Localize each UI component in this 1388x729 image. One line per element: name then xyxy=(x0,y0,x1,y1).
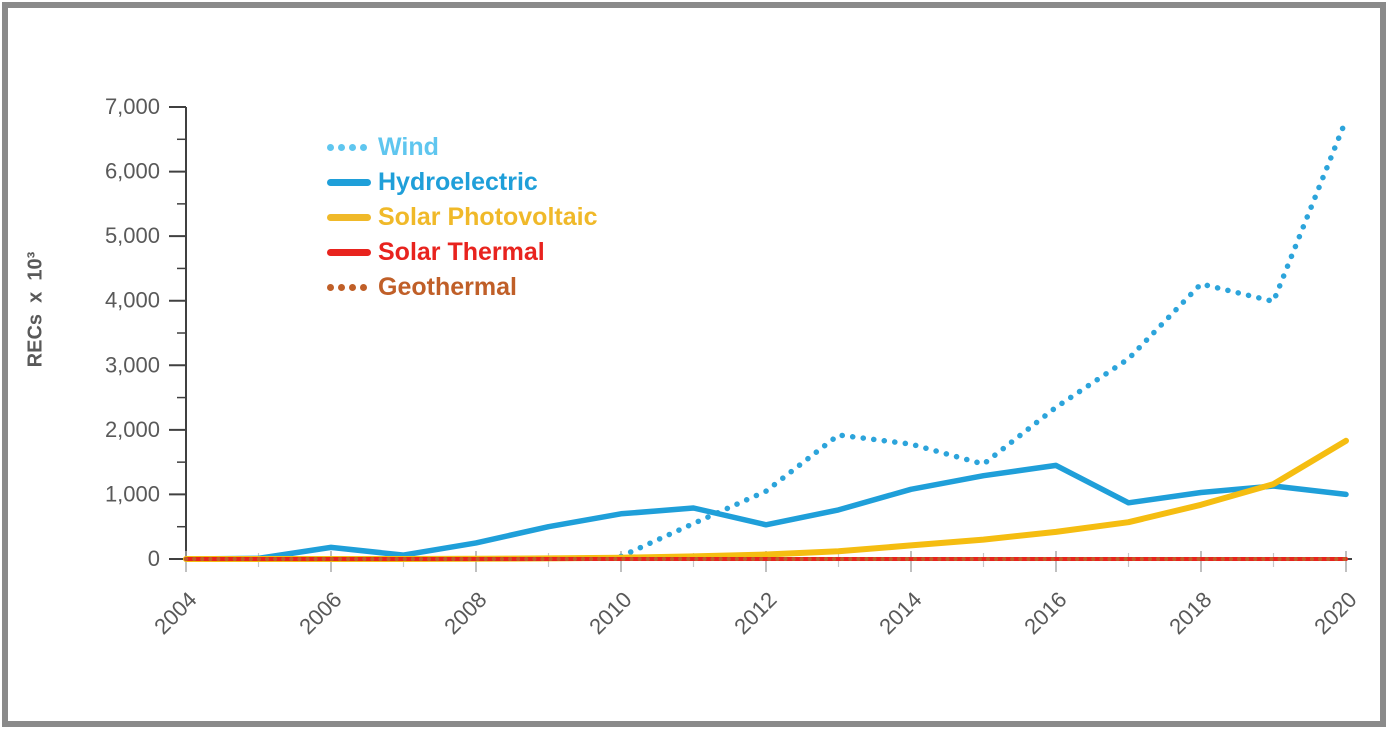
svg-text:2,000: 2,000 xyxy=(105,417,160,442)
chart-legend: Wind Hydroelectric Solar Photovoltaic So… xyxy=(327,130,597,305)
svg-text:4,000: 4,000 xyxy=(105,288,160,313)
chart-svg: 0 1,000 2,000 3,000 4,000 5,000 6,000 7,000 2004… xyxy=(105,94,1362,639)
x-axis: 2004 2006 2008 2010 2012 2014 2016 2018 2020 xyxy=(149,551,1362,639)
legend-label-solar-thermal: Solar Thermal xyxy=(378,238,545,266)
legend-item-hydroelectric: Hydroelectric xyxy=(327,165,597,200)
svg-text:3,000: 3,000 xyxy=(105,352,160,377)
legend-label-solar-photovoltaic: Solar Photovoltaic xyxy=(378,203,598,231)
svg-text:7,000: 7,000 xyxy=(105,94,160,119)
legend-item-wind: Wind xyxy=(327,130,597,165)
solar-thermal-line-swatch-icon xyxy=(327,249,375,256)
solar-photovoltaic-line xyxy=(183,437,1349,562)
legend-item-solar-photovoltaic: Solar Photovoltaic xyxy=(327,200,597,235)
svg-text:2018: 2018 xyxy=(1164,587,1216,639)
svg-text:2008: 2008 xyxy=(439,587,491,639)
svg-text:0: 0 xyxy=(148,546,160,571)
hydroelectric-line xyxy=(183,462,1349,562)
svg-text:2020: 2020 xyxy=(1309,587,1361,639)
svg-text:2006: 2006 xyxy=(294,587,346,639)
y-axis-title: RECs x 10³ xyxy=(24,251,47,368)
legend-label-hydroelectric: Hydroelectric xyxy=(378,168,538,196)
y-axis: 0 1,000 2,000 3,000 4,000 5,000 6,000 7,000 xyxy=(105,94,187,571)
svg-text:2016: 2016 xyxy=(1019,587,1071,639)
hydroelectric-line-swatch-icon xyxy=(327,179,375,186)
wind-dotted-swatch-icon xyxy=(327,144,375,151)
svg-text:2010: 2010 xyxy=(584,587,636,639)
geothermal-dotted-swatch-icon xyxy=(327,284,375,291)
svg-text:6,000: 6,000 xyxy=(105,159,160,184)
legend-label-geothermal: Geothermal xyxy=(378,273,517,301)
svg-text:2004: 2004 xyxy=(149,587,201,639)
legend-label-wind: Wind xyxy=(378,133,439,161)
legend-item-solar-thermal: Solar Thermal xyxy=(327,235,597,270)
svg-text:2014: 2014 xyxy=(874,587,926,639)
svg-text:1,000: 1,000 xyxy=(105,481,160,506)
solar-photovoltaic-line-swatch-icon xyxy=(327,214,375,221)
svg-text:5,000: 5,000 xyxy=(105,223,160,248)
svg-text:2012: 2012 xyxy=(729,587,781,639)
legend-item-geothermal: Geothermal xyxy=(327,270,597,305)
